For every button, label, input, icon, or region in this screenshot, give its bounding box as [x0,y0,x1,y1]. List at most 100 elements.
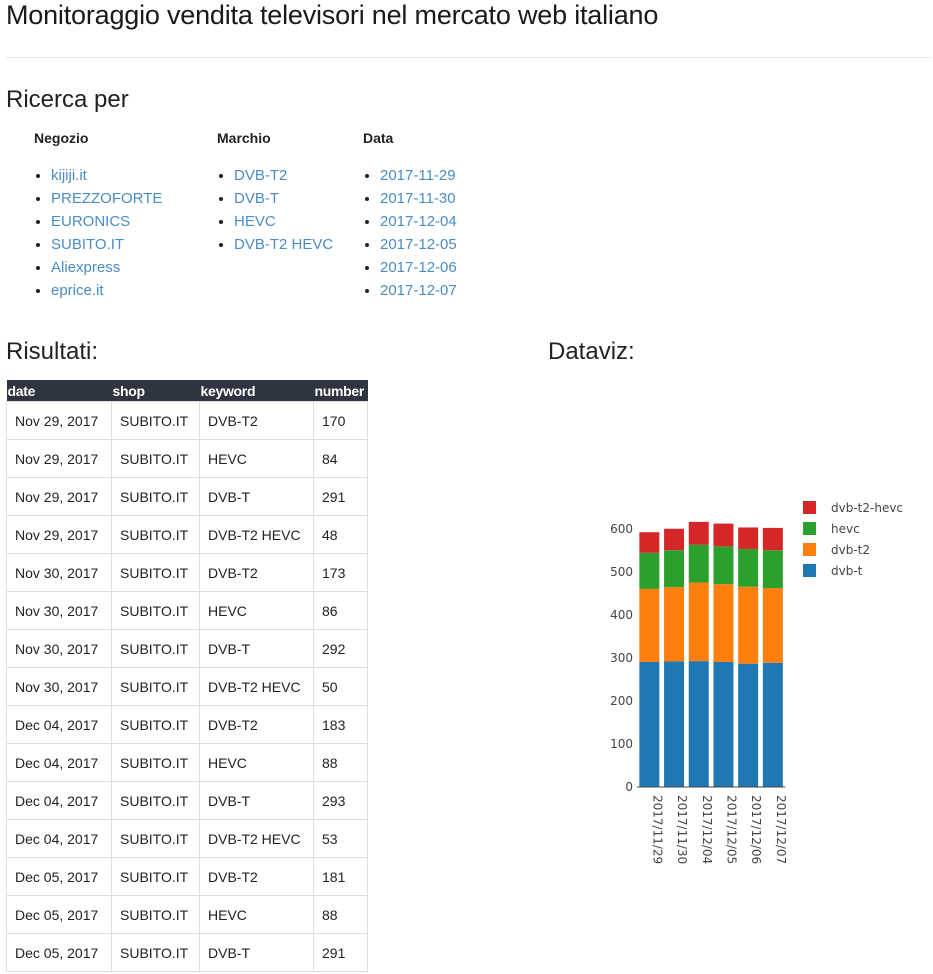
bar-segment-hevc [664,550,685,588]
cell-keyword: HEVC [199,439,314,478]
column-header-keyword[interactable]: keyword [199,380,314,402]
cell-number: 84 [313,439,368,478]
cell-date: Nov 29, 2017 [6,401,112,440]
date-link-2017-11-30[interactable]: 2017-11-30 [380,190,456,207]
cell-keyword: DVB-T2 [199,857,314,896]
shop-link-eprice[interactable]: eprice.it [51,282,104,299]
cell-keyword: DVB-T2 [199,401,314,440]
filter-item: SUBITO.IT [51,233,162,256]
shop-link-subito[interactable]: SUBITO.IT [51,236,125,253]
shop-link-prezzoforte[interactable]: PREZZOFORTE [51,190,163,207]
table-row: Dec 04, 2017 SUBITO.IT DVB-T2 183 [6,705,368,744]
filter-item: 2017-12-07 [380,279,457,302]
filter-item: DVB-T [234,187,333,210]
cell-number: 291 [313,933,368,972]
table-row: Dec 05, 2017 SUBITO.IT DVB-T 291 [6,933,368,972]
table-row: Dec 05, 2017 SUBITO.IT HEVC 88 [6,895,368,934]
cell-number: 293 [313,781,368,820]
cell-date: Dec 05, 2017 [6,857,112,896]
x-tick-label: 2017/11/30 [675,795,689,864]
table-row: Nov 29, 2017 SUBITO.IT DVB-T2 HEVC 48 [6,515,368,554]
cell-number: 170 [313,401,368,440]
cell-shop: SUBITO.IT [111,743,200,782]
cell-date: Dec 04, 2017 [6,705,112,744]
cell-number: 173 [313,553,368,592]
cell-shop: SUBITO.IT [111,933,200,972]
date-link-2017-12-07[interactable]: 2017-12-07 [380,282,457,299]
cell-shop: SUBITO.IT [111,629,200,668]
table-row: Dec 05, 2017 SUBITO.IT DVB-T2 181 [6,857,368,896]
x-tick-label: 2017/11/29 [650,795,664,864]
cell-number: 291 [313,477,368,516]
date-link-2017-12-06[interactable]: 2017-12-06 [380,259,457,276]
bar-segment-dvb-t2-hevc [762,527,783,551]
filter-item: 2017-12-05 [380,233,457,256]
cell-keyword: DVB-T [199,933,314,972]
cell-date: Dec 05, 2017 [6,895,112,934]
table-row: Nov 30, 2017 SUBITO.IT DVB-T2 173 [6,553,368,592]
y-tick-label: 600 [610,522,633,536]
brand-link-dvb-t2[interactable]: DVB-T2 [234,167,288,184]
column-header-number[interactable]: number [313,380,368,402]
cell-keyword: HEVC [199,743,314,782]
filter-data: Data 2017-11-29 2017-11-30 2017-12-04 20… [363,130,457,302]
y-tick-label: 400 [610,608,633,622]
shop-link-euronics[interactable]: EURONICS [51,213,131,230]
filter-negozio: Negozio kijiji.it PREZZOFORTE EURONICS S… [34,130,162,302]
cell-shop: SUBITO.IT [111,515,200,554]
cell-date: Nov 30, 2017 [6,591,112,630]
cell-keyword: HEVC [199,591,314,630]
table-row: Nov 30, 2017 SUBITO.IT DVB-T2 HEVC 50 [6,667,368,706]
y-tick-label: 300 [610,651,633,665]
stacked-bar-chart: 0 100 200 300 400 500 600 2017/11/29 2017/11/30 2… [610,501,903,864]
bar-segment-dvb-t2 [688,582,709,662]
column-header-date[interactable]: date [6,380,112,402]
table-row: Dec 04, 2017 SUBITO.IT DVB-T 293 [6,781,368,820]
filter-item: PREZZOFORTE [51,187,162,210]
cell-keyword: DVB-T [199,781,314,820]
date-link-2017-12-05[interactable]: 2017-12-05 [380,236,457,253]
filter-item: 2017-11-29 [380,164,457,187]
cell-number: 88 [313,743,368,782]
cell-number: 48 [313,515,368,554]
cell-number: 88 [313,895,368,934]
cell-shop: SUBITO.IT [111,819,200,858]
cell-date: Dec 05, 2017 [6,933,112,972]
cell-date: Dec 04, 2017 [6,743,112,782]
date-link-2017-11-29[interactable]: 2017-11-29 [380,167,456,184]
dataviz-section-title: Dataviz: [548,338,635,365]
cell-shop: SUBITO.IT [111,401,200,440]
shop-link-aliexpress[interactable]: Aliexpress [51,259,121,276]
cell-date: Dec 04, 2017 [6,819,112,858]
brand-link-hevc[interactable]: HEVC [234,213,276,230]
legend-swatch-hevc [803,522,816,535]
cell-date: Nov 30, 2017 [6,553,112,592]
cell-shop: SUBITO.IT [111,553,200,592]
x-tick-label: 2017/12/04 [700,795,714,864]
column-header-shop[interactable]: shop [111,380,200,402]
y-tick-label: 0 [625,780,633,794]
bar-segment-hevc [762,550,783,589]
table-row: Nov 30, 2017 SUBITO.IT DVB-T 292 [6,629,368,668]
header-divider [6,57,932,58]
filter-marchio: Marchio DVB-T2 DVB-T HEVC DVB-T2 HEVC [217,130,333,256]
cell-shop: SUBITO.IT [111,591,200,630]
cell-shop: SUBITO.IT [111,895,200,934]
search-section-title: Ricerca per [6,86,129,113]
bar-segment-dvb-t [688,661,709,787]
filter-heading: Negozio [34,130,89,146]
bar-segment-dvb-t2-hevc [713,523,734,547]
cell-shop: SUBITO.IT [111,439,200,478]
brand-link-dvb-t2-hevc[interactable]: DVB-T2 HEVC [234,236,334,253]
brand-link-dvb-t[interactable]: DVB-T [234,190,279,207]
cell-keyword: DVB-T2 [199,553,314,592]
bar-segment-hevc [738,548,759,587]
bar-segment-dvb-t [664,661,685,787]
table-row: Dec 04, 2017 SUBITO.IT DVB-T2 HEVC 53 [6,819,368,858]
cell-keyword: DVB-T2 [199,705,314,744]
date-link-2017-12-04[interactable]: 2017-12-04 [380,213,457,230]
cell-date: Nov 29, 2017 [6,439,112,478]
filter-item: 2017-12-04 [380,210,457,233]
shop-link-kijiji[interactable]: kijiji.it [51,167,87,184]
bar-segment-dvb-t2 [664,587,685,662]
